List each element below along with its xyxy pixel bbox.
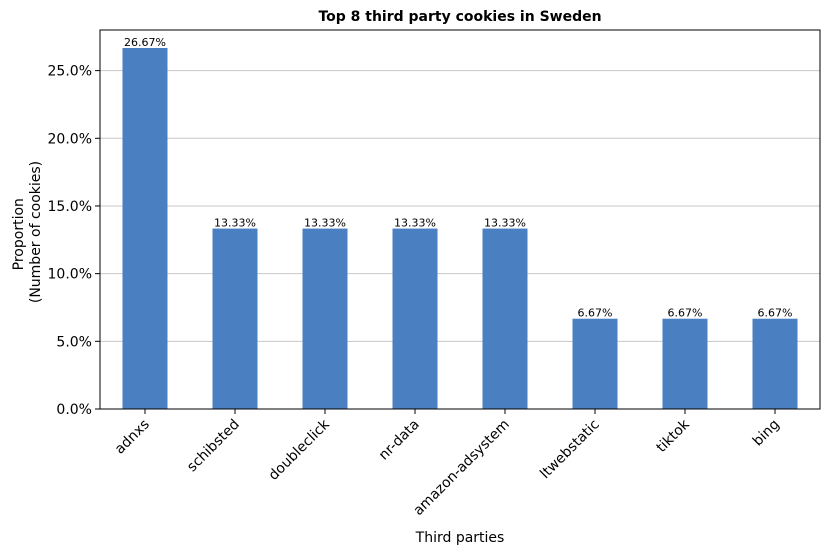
data-label: 13.33% bbox=[304, 217, 346, 230]
y-tick-label: 10.0% bbox=[48, 267, 92, 283]
data-label: 13.33% bbox=[214, 217, 256, 230]
y-axis-label: Proportion (Number of cookies) bbox=[11, 161, 44, 303]
data-label: 6.67% bbox=[668, 307, 703, 320]
data-label: 6.67% bbox=[578, 307, 613, 320]
y-tick-label: 5.0% bbox=[56, 334, 92, 350]
data-label: 13.33% bbox=[484, 217, 526, 230]
data-label: 26.67% bbox=[124, 36, 166, 49]
x-tick-label: doubleclick bbox=[266, 416, 334, 484]
bar-bing bbox=[752, 318, 798, 409]
x-tick-label: bing bbox=[750, 417, 783, 450]
y-axis-label-line-2: (Number of cookies) bbox=[28, 161, 44, 303]
data-label: 6.67% bbox=[758, 307, 793, 320]
bar-amazon-adsystem bbox=[482, 228, 528, 409]
bar-adnxs bbox=[122, 48, 168, 409]
y-tick-label: 20.0% bbox=[48, 131, 92, 147]
gridlines bbox=[100, 70, 820, 342]
y-tick-label: 25.0% bbox=[48, 64, 92, 80]
bar-nr-data bbox=[392, 228, 438, 409]
x-tick-label: adnxs bbox=[112, 417, 153, 458]
y-tick-label: 15.0% bbox=[48, 199, 92, 215]
y-axis-label-line-1: Proportion bbox=[11, 198, 27, 270]
plot-frame bbox=[99, 29, 821, 410]
data-label: 13.33% bbox=[394, 217, 436, 230]
x-axis-label: Third parties bbox=[415, 530, 505, 546]
chart-title: Top 8 third party cookies in Sweden bbox=[318, 9, 601, 25]
x-axis-ticks: adnxs schibsted doubleclick nr-dataamazon-a… bbox=[112, 409, 783, 519]
x-tick-label: tiktok bbox=[653, 416, 693, 456]
x-tick-label: nr-data bbox=[376, 417, 423, 464]
x-tick-label: amazon-adsystem bbox=[410, 417, 512, 519]
x-tick-label: ltwebstatic bbox=[537, 417, 603, 483]
bars bbox=[122, 48, 798, 409]
data-labels: 26.67% 13.33% 13.33% 13.33% 13.33% 6.67% 6.67%… bbox=[124, 36, 792, 320]
bar-ltwebstatic bbox=[572, 318, 618, 409]
x-tick-label: schibsted bbox=[184, 417, 243, 476]
bar-doubleclick bbox=[302, 228, 348, 409]
bar-schibsted bbox=[212, 228, 258, 409]
y-tick-label: 0.0% bbox=[56, 402, 92, 418]
bar-tiktok bbox=[662, 318, 708, 409]
y-axis-ticks: 0.0% 5.0% 10.0% 15.0% 20.0% 25.0% bbox=[48, 64, 100, 418]
